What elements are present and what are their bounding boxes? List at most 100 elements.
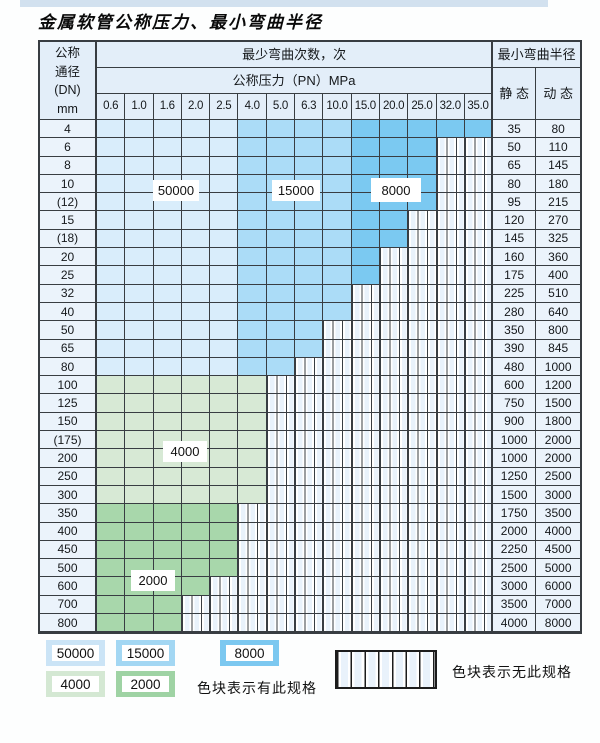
no-spec-cell: [408, 339, 437, 358]
no-spec-cell: [379, 412, 409, 432]
dn-cell: 600: [40, 577, 97, 596]
spec-cell: [181, 339, 211, 358]
no-spec-cell: [351, 449, 380, 468]
cycle-region-label: 15000: [272, 180, 320, 201]
no-spec-cell: [408, 595, 437, 615]
spec-cell: [295, 302, 324, 322]
spec-cell: [238, 412, 267, 432]
page-edge-strip: [20, 0, 548, 7]
dn-cell: 40: [40, 302, 97, 322]
spec-cell: [295, 120, 324, 139]
bend-cycles-header: 最少弯曲次数，次: [97, 42, 494, 68]
spec-cell: [210, 156, 239, 175]
dynamic-radius-cell: 110: [536, 138, 581, 157]
spec-cell: [323, 284, 352, 303]
spec-cell: [266, 138, 296, 157]
spec-cell: [295, 321, 324, 340]
no-spec-cell: [379, 485, 409, 505]
static-radius-cell: 2500: [493, 559, 537, 578]
static-radius-cell: 350: [493, 321, 537, 340]
dynamic-radius-cell: 1200: [536, 376, 581, 395]
spec-cell: [323, 302, 352, 322]
spec-cell: [125, 394, 154, 413]
spec-cell: [323, 248, 352, 267]
no-spec-cell: [464, 431, 494, 450]
corner-line-3: (DN): [54, 83, 81, 97]
min-bend-radius-header: 最小弯曲半径: [493, 42, 581, 68]
spec-cell: [181, 266, 211, 285]
no-spec-cell: [436, 266, 465, 285]
static-radius-cell: 390: [493, 339, 537, 358]
dynamic-radius-cell: 640: [536, 302, 581, 322]
dynamic-radius-cell: 7000: [536, 595, 581, 615]
no-spec-cell: [295, 357, 324, 377]
dn-cell: (12): [40, 193, 97, 212]
dynamic-radius-cell: 510: [536, 284, 581, 303]
spec-cell: [295, 211, 324, 230]
corner-line-1: 公称: [54, 46, 80, 60]
no-spec-cell: [379, 559, 409, 578]
spec-cell: [379, 156, 409, 175]
no-spec-cell: [464, 614, 494, 633]
dn-cell: 250: [40, 467, 97, 486]
no-spec-cell: [436, 376, 465, 395]
dynamic-radius-cell: 145: [536, 156, 581, 175]
legend-swatch-4000: 4000: [46, 671, 105, 697]
no-spec-cell: [323, 467, 352, 486]
legend-swatch-50000: 50000: [46, 640, 105, 666]
spec-cell: [97, 412, 126, 432]
no-spec-cell: [323, 504, 352, 523]
no-spec-cell: [436, 156, 465, 175]
cycle-region-label: 8000: [371, 178, 421, 202]
spec-cell: [238, 248, 267, 267]
no-spec-cell: [181, 614, 211, 633]
legend-swatch-15000: 15000: [116, 640, 175, 666]
no-spec-cell: [295, 394, 324, 413]
no-spec-cell: [295, 376, 324, 395]
no-spec-cell: [351, 339, 380, 358]
corner-line-2: 通径: [54, 64, 80, 79]
legend-swatch-label: 15000: [122, 645, 169, 661]
static-radius-cell: 1500: [493, 485, 537, 505]
spec-cell: [323, 138, 352, 157]
no-spec-cell: [351, 321, 380, 340]
spec-cell: [153, 540, 182, 560]
dynamic-radius-cell: 1800: [536, 412, 581, 432]
spec-cell: [181, 559, 211, 578]
spec-cell: [153, 156, 182, 175]
spec-cell: [153, 467, 182, 486]
spec-cell: [238, 485, 267, 505]
spec-cell: [210, 229, 239, 249]
dn-cell: 8: [40, 156, 97, 175]
spec-cell: [210, 211, 239, 230]
spec-cell: [379, 138, 409, 157]
spec-cell: [210, 412, 239, 432]
no-spec-cell: [408, 394, 437, 413]
pressure-column-label: 10.0: [323, 94, 352, 120]
no-spec-cell: [464, 339, 494, 358]
no-spec-cell: [266, 540, 296, 560]
no-spec-cell: [436, 193, 465, 212]
spec-cell: [210, 174, 239, 194]
no-spec-cell: [379, 467, 409, 486]
no-spec-cell: [436, 302, 465, 322]
static-radius-cell: 3500: [493, 595, 537, 615]
spec-cell: [153, 138, 182, 157]
spec-cell: [238, 321, 267, 340]
no-spec-cell: [323, 394, 352, 413]
spec-cell: [238, 156, 267, 175]
spec-cell: [97, 522, 126, 541]
dynamic-radius-cell: 270: [536, 211, 581, 230]
dynamic-radius-cell: 5000: [536, 559, 581, 578]
no-spec-cell: [464, 193, 494, 212]
pressure-column-label: 5.0: [266, 94, 296, 120]
spec-cell: [125, 614, 154, 633]
spec-cell: [238, 376, 267, 395]
dynamic-radius-cell: 2000: [536, 449, 581, 468]
no-spec-cell: [436, 485, 465, 505]
no-spec-cell: [436, 522, 465, 541]
spec-cell: [97, 504, 126, 523]
spec-cell: [408, 120, 437, 139]
spec-cell: [125, 540, 154, 560]
dn-cell: 25: [40, 266, 97, 285]
